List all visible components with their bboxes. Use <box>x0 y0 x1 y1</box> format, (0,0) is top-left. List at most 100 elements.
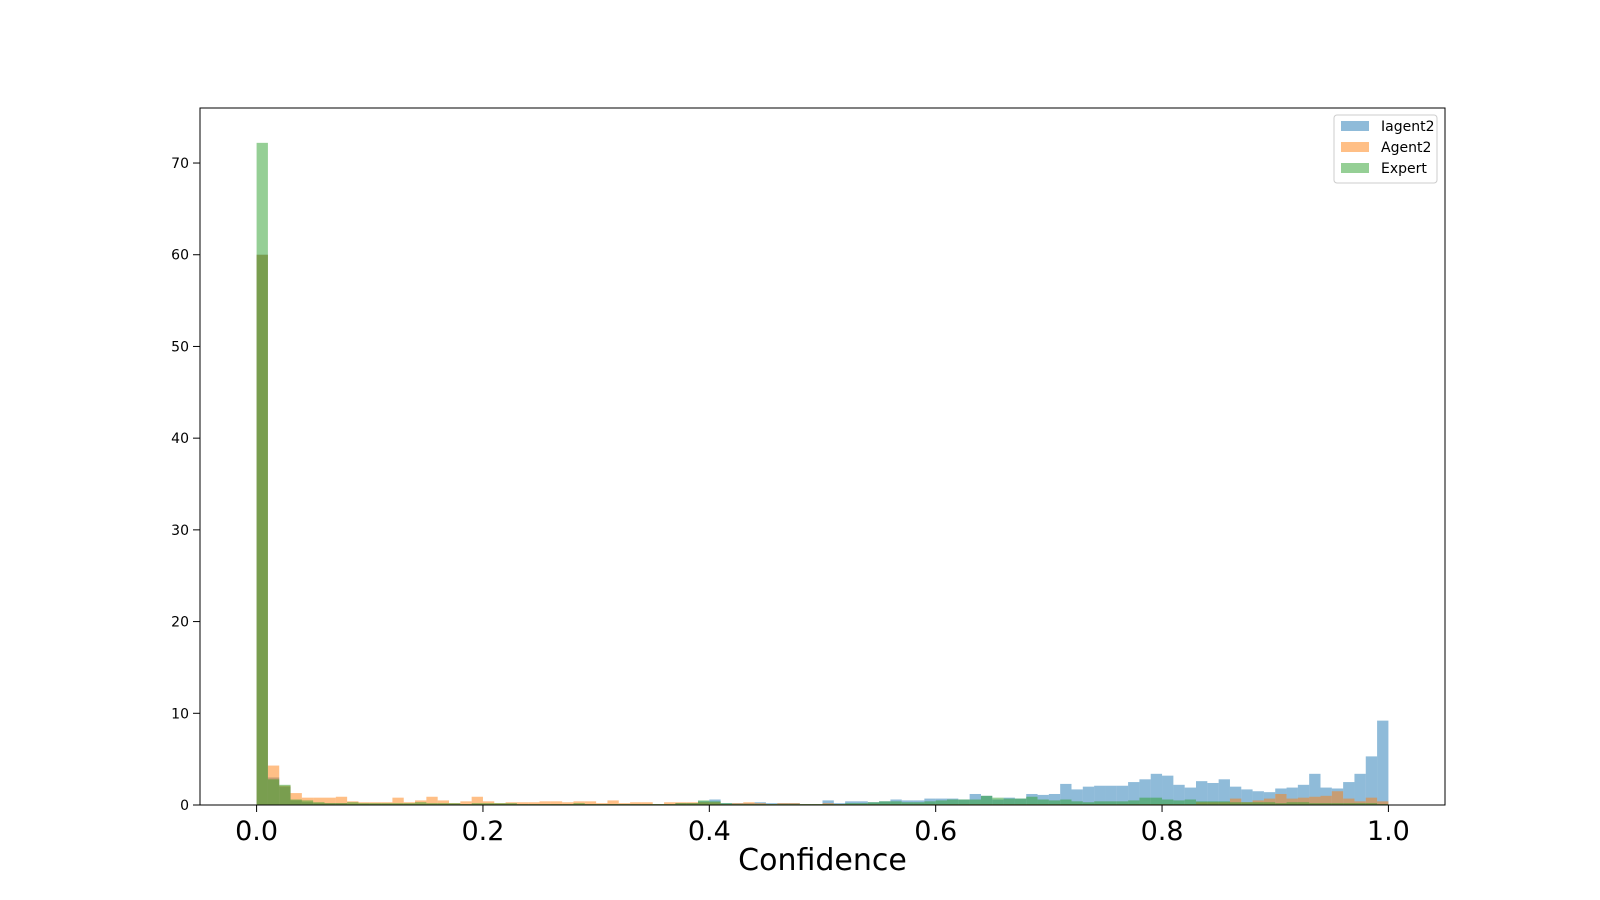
histogram-bar <box>1229 798 1242 805</box>
histogram-bar <box>675 803 687 805</box>
histogram-bar <box>822 800 834 805</box>
histogram-bar <box>505 803 517 805</box>
histogram-bar <box>1014 798 1027 805</box>
y-tick-label: 50 <box>171 339 189 355</box>
histogram-bar <box>1286 802 1298 805</box>
histogram-bar <box>1105 785 1117 805</box>
histogram-bar <box>584 801 597 805</box>
histogram-bar <box>1241 802 1253 805</box>
histogram-bar <box>1263 792 1276 805</box>
histogram-bar <box>313 802 325 805</box>
histogram-bar <box>1241 789 1253 805</box>
axes-frame <box>199 107 1446 806</box>
histogram-bar <box>1048 793 1061 805</box>
histogram-bar <box>1297 784 1310 805</box>
histogram-bar <box>935 800 947 805</box>
histogram-bar <box>1275 803 1287 805</box>
histogram-bar <box>335 803 348 805</box>
histogram-bar <box>381 803 393 805</box>
x-tick-label: 0.6 <box>914 816 957 847</box>
y-tick-label: 20 <box>171 615 189 631</box>
series-expert <box>256 142 1389 806</box>
histogram-bar <box>1071 801 1083 805</box>
y-axis-ticks: 0 10 20 30 40 50 60 70 <box>171 156 200 814</box>
histogram-bar <box>426 803 438 805</box>
histogram-bar <box>1275 793 1287 805</box>
histogram-bar <box>482 803 495 805</box>
histogram-bar <box>369 803 382 805</box>
histogram-bar <box>437 803 449 805</box>
histogram-bar <box>1297 797 1310 805</box>
histogram-bar <box>1094 785 1106 805</box>
histogram-bar <box>1343 803 1355 805</box>
x-tick-label: 1.0 <box>1367 816 1410 847</box>
histogram-bar <box>980 795 993 805</box>
histogram-bar <box>347 802 359 805</box>
histogram-bar <box>1048 800 1061 805</box>
histogram-bar <box>1365 797 1378 805</box>
x-tick-label: 0.0 <box>235 816 278 847</box>
histogram-bar <box>267 779 280 805</box>
x-axis-label: Confidence <box>738 843 907 878</box>
histogram-bar <box>471 803 483 805</box>
histogram-bar <box>1173 800 1185 805</box>
histogram-bar <box>1365 756 1378 805</box>
histogram-bar <box>1309 773 1321 805</box>
histogram-bar <box>845 801 857 805</box>
histogram-bar <box>324 803 336 805</box>
y-tick-label: 30 <box>171 523 189 539</box>
histogram-bar <box>494 803 506 805</box>
histogram-bar <box>550 801 563 805</box>
histogram-bar <box>573 801 585 805</box>
histogram-bar <box>290 793 302 805</box>
histogram-bar <box>1060 783 1072 805</box>
legend-swatch-iagent2 <box>1341 121 1369 131</box>
histogram-bar <box>471 796 483 805</box>
histogram-bar <box>516 802 529 805</box>
histogram-bar <box>743 802 755 805</box>
legend-label-iagent2: Iagent2 <box>1381 119 1434 135</box>
x-tick-label: 0.2 <box>461 816 504 847</box>
histogram-bar <box>879 801 891 805</box>
histogram-bar <box>1365 803 1378 805</box>
histogram-bar <box>856 801 868 805</box>
histogram-bar <box>698 800 710 805</box>
histogram-bar <box>256 142 268 806</box>
histogram-bar <box>1150 773 1163 805</box>
histogram-bar <box>290 799 302 805</box>
histogram-bar <box>1343 782 1355 805</box>
histogram-bar <box>1309 796 1321 805</box>
histogram-bar <box>1184 787 1196 805</box>
histogram-bar <box>1162 775 1174 805</box>
histogram-bar <box>358 803 370 805</box>
legend-label-agent2: Agent2 <box>1381 140 1431 156</box>
histogram-bar <box>573 803 585 805</box>
histogram-bar <box>313 797 325 805</box>
histogram-bar <box>1071 789 1083 805</box>
histogram-bar <box>901 802 914 805</box>
histogram-bar <box>720 803 732 805</box>
histogram-bar <box>1026 796 1038 805</box>
y-tick-label: 10 <box>171 706 189 722</box>
histogram-bar <box>845 803 857 805</box>
histogram-bar <box>1229 786 1242 805</box>
histogram-bar <box>1139 779 1151 805</box>
y-tick-label: 0 <box>180 798 189 814</box>
histogram-bar <box>969 793 981 805</box>
x-tick-label: 0.8 <box>1141 816 1184 847</box>
histogram-bar <box>856 803 868 805</box>
histogram-bar <box>1343 798 1355 805</box>
histogram-bar <box>1252 791 1264 805</box>
histogram-bar <box>969 799 981 805</box>
legend-label-expert: Expert <box>1381 161 1427 177</box>
histogram-bar <box>1116 785 1129 805</box>
histogram-bar <box>335 796 348 805</box>
histogram-bar <box>1128 800 1140 805</box>
histogram-bar <box>1196 801 1208 805</box>
histogram-bar <box>539 801 551 805</box>
histogram-bar <box>1116 801 1129 805</box>
histogram-bar <box>1207 782 1219 805</box>
histogram-bar <box>1218 779 1230 805</box>
histogram-bar <box>1320 803 1332 805</box>
